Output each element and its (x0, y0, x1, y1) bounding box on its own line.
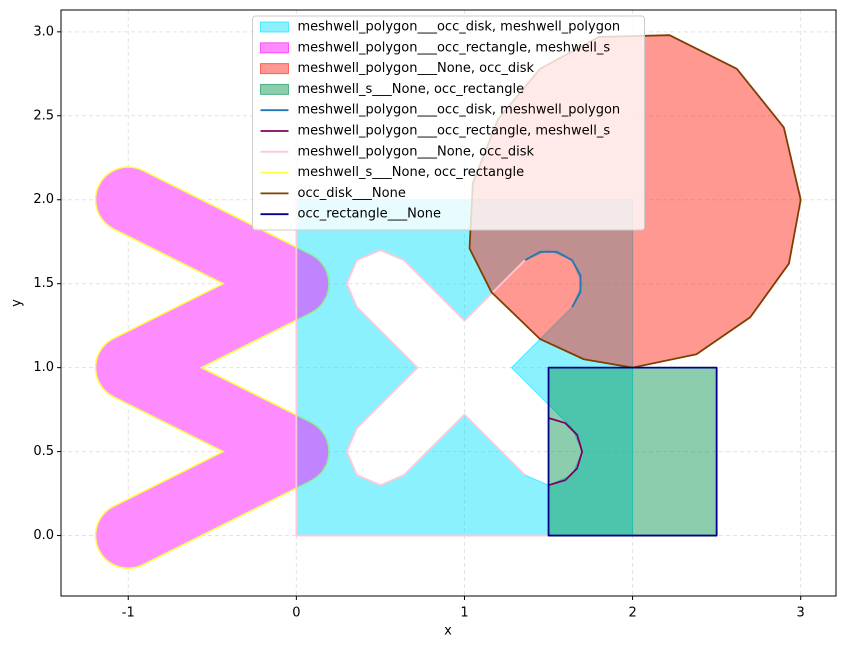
legend-label: occ_disk___None (298, 186, 406, 201)
legend: meshwell_polygon___occ_disk, meshwell_po… (252, 15, 645, 231)
y-tick-label: 2.0 (33, 192, 54, 207)
mesh-band (96, 167, 329, 568)
legend-swatch (260, 63, 289, 75)
y-tick-label: 0.0 (33, 528, 54, 543)
x-axis-label: x (444, 624, 452, 639)
legend-label: meshwell_polygon___None, occ_disk (298, 61, 535, 76)
axes: -1 0 1 2 3 0.0 0.5 1.0 1.5 2.0 2.5 3.0 (33, 24, 805, 620)
y-axis-label: y (10, 299, 25, 307)
y-tick-label: 3.0 (33, 24, 54, 39)
legend-swatch (260, 83, 289, 95)
x-tick-label: 2 (628, 606, 636, 621)
y-tick-label: 1.5 (33, 276, 54, 291)
x-tick-label: 1 (460, 606, 468, 621)
band-underlay (96, 167, 329, 568)
legend-label: occ_rectangle___None (298, 207, 442, 222)
legend-swatch (260, 42, 289, 54)
x-tick-label: 3 (797, 606, 805, 621)
x-tick-label: -1 (122, 606, 135, 621)
mesh-region (548, 367, 718, 537)
legend-label: meshwell_polygon___occ_disk, meshwell_po… (298, 20, 621, 35)
boundary-line (548, 417, 584, 487)
boundary-line (547, 366, 718, 537)
legend-label: meshwell_polygon___occ_disk, meshwell_po… (298, 103, 621, 118)
y-tick-label: 2.5 (33, 108, 54, 123)
legend-label: meshwell_s___None, occ_rectangle (298, 165, 525, 180)
y-tick-label: 0.5 (33, 444, 54, 459)
legend-box (252, 15, 645, 231)
boundary-line (295, 199, 549, 537)
y-tick-label: 1.0 (33, 360, 54, 375)
legend-label: meshwell_s___None, occ_rectangle (298, 82, 525, 97)
legend-label: meshwell_polygon___None, occ_disk (298, 144, 535, 159)
x-tick-label: 0 (292, 606, 300, 621)
legend-label: meshwell_polygon___occ_rectangle, meshwe… (298, 40, 611, 55)
axes-frame (60, 9, 837, 597)
legend-label: meshwell_polygon___occ_rectangle, meshwe… (298, 124, 611, 139)
boundary-line (524, 250, 582, 308)
legend-swatch (260, 21, 289, 33)
plot-area (94, 34, 802, 569)
